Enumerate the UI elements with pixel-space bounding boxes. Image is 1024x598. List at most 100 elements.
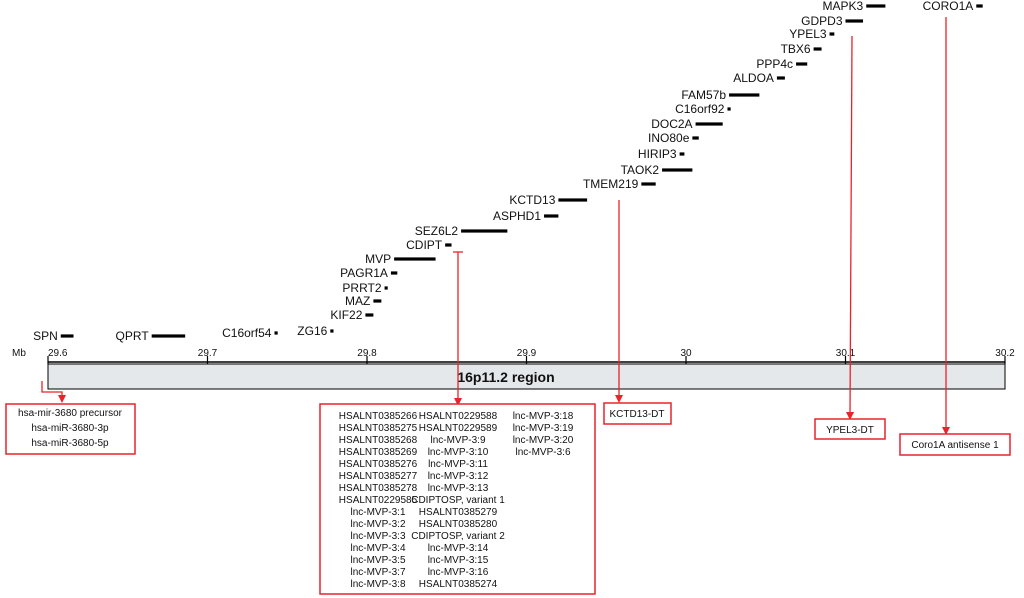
axis-ticks: 29.6 29.7 29.8 29.9 30 30.1 30.2 — [47, 348, 1015, 364]
lncrna-item: lnc-MVP-3:14 — [428, 543, 489, 554]
lncrna-item: lnc-MVP-3:13 — [428, 483, 489, 494]
lncrna-item: lnc-MVP-3:15 — [428, 555, 489, 566]
gene-label-doc2a: DOC2A — [651, 117, 692, 131]
axis-tick-label: 29.6 — [48, 348, 68, 359]
gene-label-hirip3: HIRIP3 — [638, 147, 677, 161]
gene-bar-doc2a — [695, 122, 723, 126]
gene-label-cdipt: CDIPT — [406, 238, 443, 252]
gene-bar-aldoa — [776, 76, 785, 80]
ypel3-dt-label: YPEL3-DT — [826, 425, 874, 436]
lncrna-item: lnc-MVP-3:16 — [428, 567, 489, 578]
gene-label-sez6l2: SEZ6L2 — [415, 224, 459, 238]
gene-bar-qprt — [151, 334, 186, 338]
lncrna-item: lnc-MVP-3:20 — [513, 435, 574, 446]
gene-bar-ypel3 — [829, 32, 835, 36]
gene-bar-ino80e — [692, 136, 699, 140]
gene-bar-prrt2 — [384, 286, 388, 290]
gene-label-c16orf54: C16orf54 — [222, 326, 272, 340]
gene-bar-ppp4c — [796, 62, 808, 66]
annotation-box-cdipt-lncrna: HSALNT0385266HSALNT0385275HSALNT0385268H… — [319, 403, 596, 595]
gene-bar-c16orf92 — [727, 107, 731, 111]
gene-bar-taok2 — [662, 168, 693, 172]
gene-bar-zg16 — [330, 329, 334, 333]
lncrna-item: CDIPTOSP, variant 2 — [411, 531, 505, 542]
gene-bar-tbx6 — [813, 47, 822, 51]
gene-bar-pagr1a — [390, 271, 398, 275]
axis-tick-label: 29.8 — [357, 348, 377, 359]
gene-label-kctd13: KCTD13 — [509, 193, 555, 207]
gene-bar-c16orf54 — [274, 331, 278, 335]
gene-label-gdpd3: GDPD3 — [801, 14, 843, 28]
lncrna-column-3: lnc-MVP-3:18lnc-MVP-3:19lnc-MVP-3:20lnc-… — [513, 411, 574, 458]
gene-track: SPN QPRT C16orf54 ZG16KIF22MAZPRRT2PAGR1AMV… — [33, 0, 983, 343]
region-bar — [47, 363, 1006, 390]
gene-label-pagr1a: PAGR1A — [340, 266, 388, 280]
gene-bar-kif22 — [365, 313, 374, 317]
lncrna-item: lnc-MVP-3:4 — [350, 543, 405, 554]
lncrna-item: lnc-MVP-3:1 — [350, 507, 405, 518]
lncrna-item: lnc-MVP-3:5 — [350, 555, 405, 566]
lncrna-item: HSALNT0385280 — [419, 519, 498, 530]
gene-label-qprt: QPRT — [116, 329, 150, 343]
gene-bar-gdpd3 — [845, 19, 864, 23]
mir-line: hsa-mir-3680 precursor — [18, 408, 123, 419]
arrow-mir-3680 — [41, 381, 66, 403]
lncrna-item: lnc-MVP-3:6 — [515, 447, 570, 458]
lncrna-item: HSALNT0385269 — [339, 447, 418, 458]
annotation-box-kctd13-dt: KCTD13-DT — [603, 402, 672, 425]
gene-bar-coro1a — [976, 4, 983, 8]
gene-bar-fam57b — [729, 93, 760, 97]
gene-label-prrt2: PRRT2 — [342, 281, 381, 295]
region-label: 16p11.2 region — [457, 369, 554, 385]
coro1a-as1-label: Coro1A antisense 1 — [911, 440, 999, 451]
annotation-box-mir-3680: hsa-mir-3680 precursor hsa-miR-3680-3p h… — [5, 403, 136, 455]
gene-bar-kctd13 — [558, 198, 588, 202]
gene-label-ppp4c: PPP4c — [756, 57, 793, 71]
gene-label-tmem219: TMEM219 — [583, 177, 639, 191]
gene-label-tbx6: TBX6 — [781, 42, 811, 56]
lncrna-item: lnc-MVP-3:12 — [428, 471, 489, 482]
lncrna-item: lnc-MVP-3:8 — [350, 579, 405, 590]
axis-tick-label: 30.2 — [995, 348, 1015, 359]
lncrna-item: lnc-MVP-3:11 — [428, 459, 488, 470]
gene-label-zg16: ZG16 — [297, 324, 327, 338]
kctd13-dt-label: KCTD13-DT — [609, 409, 664, 420]
gene-label-kif22: KIF22 — [330, 308, 362, 322]
axis-tick-label: 30.1 — [836, 348, 856, 359]
gene-label-mapk3: MAPK3 — [823, 0, 864, 13]
lncrna-item: HSALNT0385279 — [419, 507, 498, 518]
mir-line: hsa-miR-3680-5p — [31, 438, 109, 449]
lncrna-item: HSALNT0229585 — [339, 495, 418, 506]
axis-unit-label: Mb — [12, 348, 26, 359]
lncrna-item: lnc-MVP-3:18 — [513, 411, 574, 422]
gene-label-mvp: MVP — [365, 252, 391, 266]
lncrna-item: HSALNT0229588 — [419, 411, 498, 422]
lncrna-item: lnc-MVP-3:3 — [350, 531, 405, 542]
genomic-axis: Mb 29.6 29.7 29.8 29.9 30 30.1 30.2 — [12, 348, 1015, 364]
gene-bar-mvp — [394, 257, 436, 261]
gene-label-aldoa: ALDOA — [733, 71, 774, 85]
arrow-ypel3-dt — [846, 35, 855, 420]
gene-label-fam57b: FAM57b — [681, 88, 726, 102]
gene-bar-maz — [373, 299, 382, 303]
lncrna-item: HSALNT0385277 — [339, 471, 418, 482]
lncrna-item: lnc-MVP-3:7 — [350, 567, 405, 578]
lncrna-item: lnc-MVP-3:19 — [513, 423, 574, 434]
lncrna-item: lnc-MVP-3:9 — [430, 435, 485, 446]
axis-tick-label: 29.7 — [198, 348, 218, 359]
lncrna-item: HSALNT0229589 — [419, 423, 498, 434]
gene-bar-cdipt — [445, 243, 452, 247]
lncrna-column-1: HSALNT0385266HSALNT0385275HSALNT0385268H… — [339, 411, 418, 590]
annotation-box-coro1a-as1: Coro1A antisense 1 — [899, 433, 1011, 456]
gene-label-maz: MAZ — [345, 294, 370, 308]
gene-label-coro1a: CORO1A — [923, 0, 974, 13]
gene-bar-mapk3 — [866, 4, 886, 8]
lncrna-item: HSALNT0385274 — [419, 579, 498, 590]
lncrna-item: HSALNT0385276 — [339, 459, 418, 470]
lncrna-item: HSALNT0385278 — [339, 483, 418, 494]
lncrna-item: lnc-MVP-3:2 — [350, 519, 405, 530]
mir-line: hsa-miR-3680-3p — [31, 423, 109, 434]
lncrna-item: HSALNT0385275 — [339, 423, 418, 434]
